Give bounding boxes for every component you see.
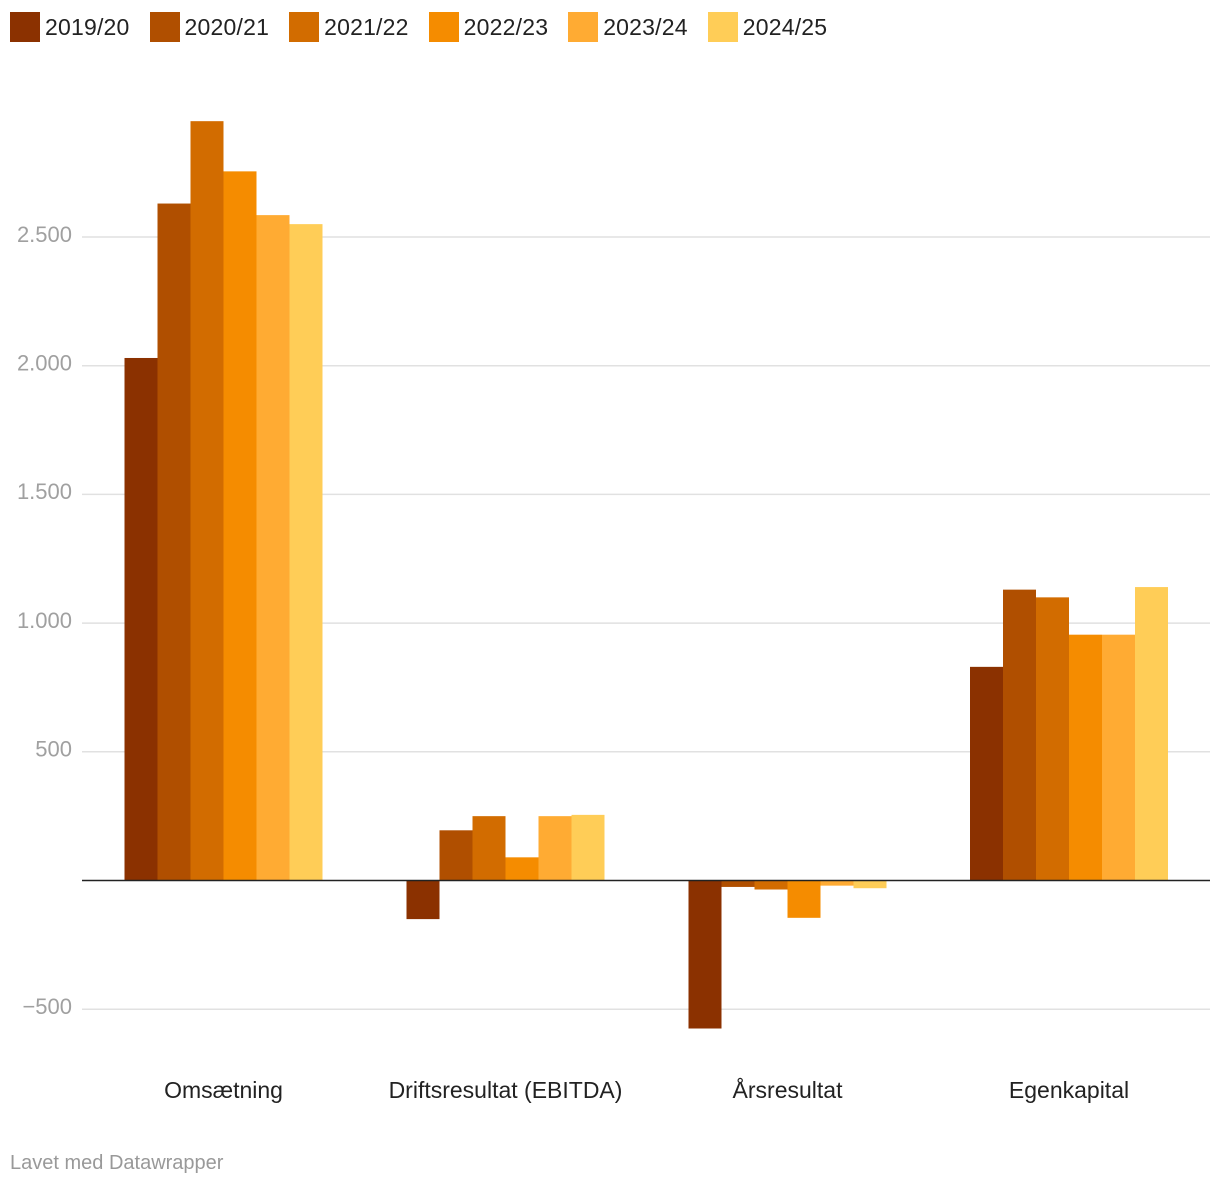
bar bbox=[157, 203, 191, 881]
bar bbox=[820, 880, 854, 886]
bar bbox=[256, 215, 290, 881]
y-tick-label: 1.500 bbox=[17, 479, 72, 504]
legend-label: 2024/25 bbox=[742, 13, 828, 40]
legend-swatch bbox=[289, 12, 320, 42]
legend-item: 2021/22 bbox=[289, 12, 409, 42]
legend-item: 2023/24 bbox=[568, 12, 688, 42]
bar bbox=[223, 171, 257, 881]
y-tick-label: −500 bbox=[22, 994, 72, 1019]
legend-label: 2021/22 bbox=[324, 13, 409, 40]
bar bbox=[538, 816, 572, 881]
bar bbox=[190, 121, 224, 881]
bar bbox=[1102, 634, 1135, 881]
legend-label: 2019/20 bbox=[45, 13, 130, 40]
x-category-label: Årsresultat bbox=[733, 1076, 844, 1103]
y-tick-label: 2.000 bbox=[17, 351, 72, 376]
bar bbox=[1003, 589, 1036, 881]
bar bbox=[970, 666, 1003, 881]
legend-swatch bbox=[707, 12, 738, 42]
legend-label: 2023/24 bbox=[603, 13, 688, 40]
legend-label: 2022/23 bbox=[463, 13, 549, 40]
bar bbox=[571, 814, 605, 881]
bar bbox=[1135, 587, 1168, 881]
legend-label: 2020/21 bbox=[184, 13, 270, 40]
y-axis-ticks: −500 500 1.000 1.500 2.000 2.500 bbox=[17, 222, 72, 1019]
bars bbox=[124, 121, 1168, 1029]
legend-item: 2019/20 bbox=[10, 12, 130, 42]
bar bbox=[1069, 634, 1102, 881]
legend-swatch bbox=[428, 12, 459, 42]
bar bbox=[289, 224, 323, 881]
bar bbox=[853, 880, 887, 889]
bar bbox=[721, 880, 755, 887]
bar bbox=[754, 880, 788, 890]
y-tick-label: 500 bbox=[35, 737, 72, 762]
bar bbox=[472, 816, 506, 881]
x-category-label: Egenkapital bbox=[1009, 1077, 1129, 1103]
y-tick-label: 1.000 bbox=[17, 608, 72, 633]
bar bbox=[124, 357, 158, 881]
bar bbox=[505, 857, 539, 881]
bar bbox=[406, 880, 440, 920]
credit-text: Lavet med Datawrapper bbox=[10, 1152, 224, 1174]
x-category-label: Driftsresultat (EBITDA) bbox=[389, 1077, 623, 1103]
x-category-label: Omsætning bbox=[164, 1077, 283, 1103]
legend-item: 2020/21 bbox=[149, 12, 270, 42]
legend-item: 2022/23 bbox=[428, 12, 549, 42]
bar bbox=[439, 830, 473, 881]
bar bbox=[787, 880, 821, 918]
y-tick-label: 2.500 bbox=[17, 222, 72, 247]
legend-item: 2024/25 bbox=[707, 12, 828, 42]
bar bbox=[1036, 597, 1069, 881]
legend-swatch bbox=[149, 12, 180, 42]
legend-swatch bbox=[10, 12, 40, 42]
bar bbox=[688, 880, 722, 1029]
category-labels: Omsætning Driftsresultat (EBITDA) Årsresul… bbox=[164, 1076, 1129, 1103]
chart-legend: 2019/20 2020/21 2021/22 2022/23 2023/24 2024/… bbox=[10, 12, 847, 42]
legend-swatch bbox=[568, 12, 599, 42]
